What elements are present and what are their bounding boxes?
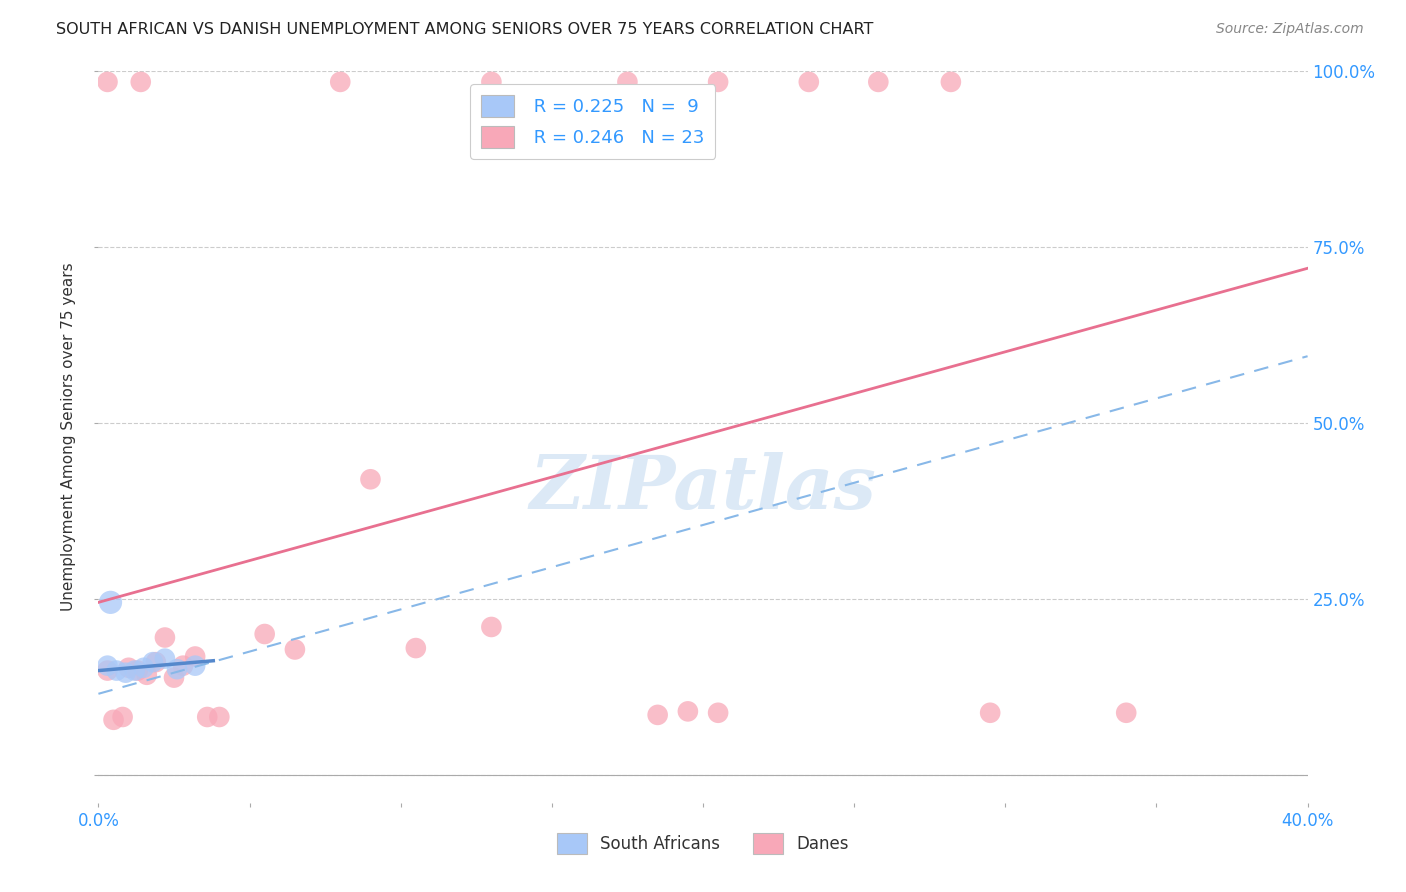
Point [647, 707, 669, 722]
Point [105, 664, 128, 678]
Point [172, 658, 194, 673]
Point [616, 75, 638, 89]
Point [111, 710, 134, 724]
Point [284, 642, 307, 657]
Point [939, 75, 962, 89]
Point [114, 665, 136, 680]
Point [132, 661, 155, 675]
Text: Source: ZipAtlas.com: Source: ZipAtlas.com [1216, 22, 1364, 37]
Point [118, 661, 141, 675]
Text: SOUTH AFRICAN VS DANISH UNEMPLOYMENT AMONG SENIORS OVER 75 YEARS CORRELATION CHA: SOUTH AFRICAN VS DANISH UNEMPLOYMENT AMO… [56, 22, 873, 37]
Point [142, 655, 165, 669]
Y-axis label: Unemployment Among Seniors over 75 years: Unemployment Among Seniors over 75 years [60, 263, 76, 611]
Point [145, 655, 167, 669]
Point [124, 664, 146, 678]
Point [166, 662, 188, 676]
Point [405, 641, 427, 656]
Point [253, 627, 276, 641]
Point [100, 595, 122, 609]
Point [96, 658, 118, 673]
Point [184, 649, 207, 664]
Legend: South Africans, Danes: South Africans, Danes [550, 827, 856, 860]
Point [153, 651, 176, 665]
Point [1115, 706, 1137, 720]
Point [481, 75, 503, 89]
Point [208, 710, 231, 724]
Point [868, 75, 890, 89]
Point [129, 75, 152, 89]
Point [195, 710, 218, 724]
Point [184, 658, 207, 673]
Text: ZIPatlas: ZIPatlas [530, 452, 876, 524]
Point [481, 620, 503, 634]
Point [163, 671, 186, 685]
Point [96, 664, 118, 678]
Point [360, 472, 382, 486]
Point [103, 713, 125, 727]
Point [135, 667, 157, 682]
Point [676, 705, 699, 719]
Point [707, 706, 730, 720]
Point [979, 706, 1001, 720]
Point [153, 631, 176, 645]
Point [707, 75, 730, 89]
Point [797, 75, 820, 89]
Point [96, 75, 118, 89]
Point [127, 664, 149, 678]
Point [329, 75, 352, 89]
